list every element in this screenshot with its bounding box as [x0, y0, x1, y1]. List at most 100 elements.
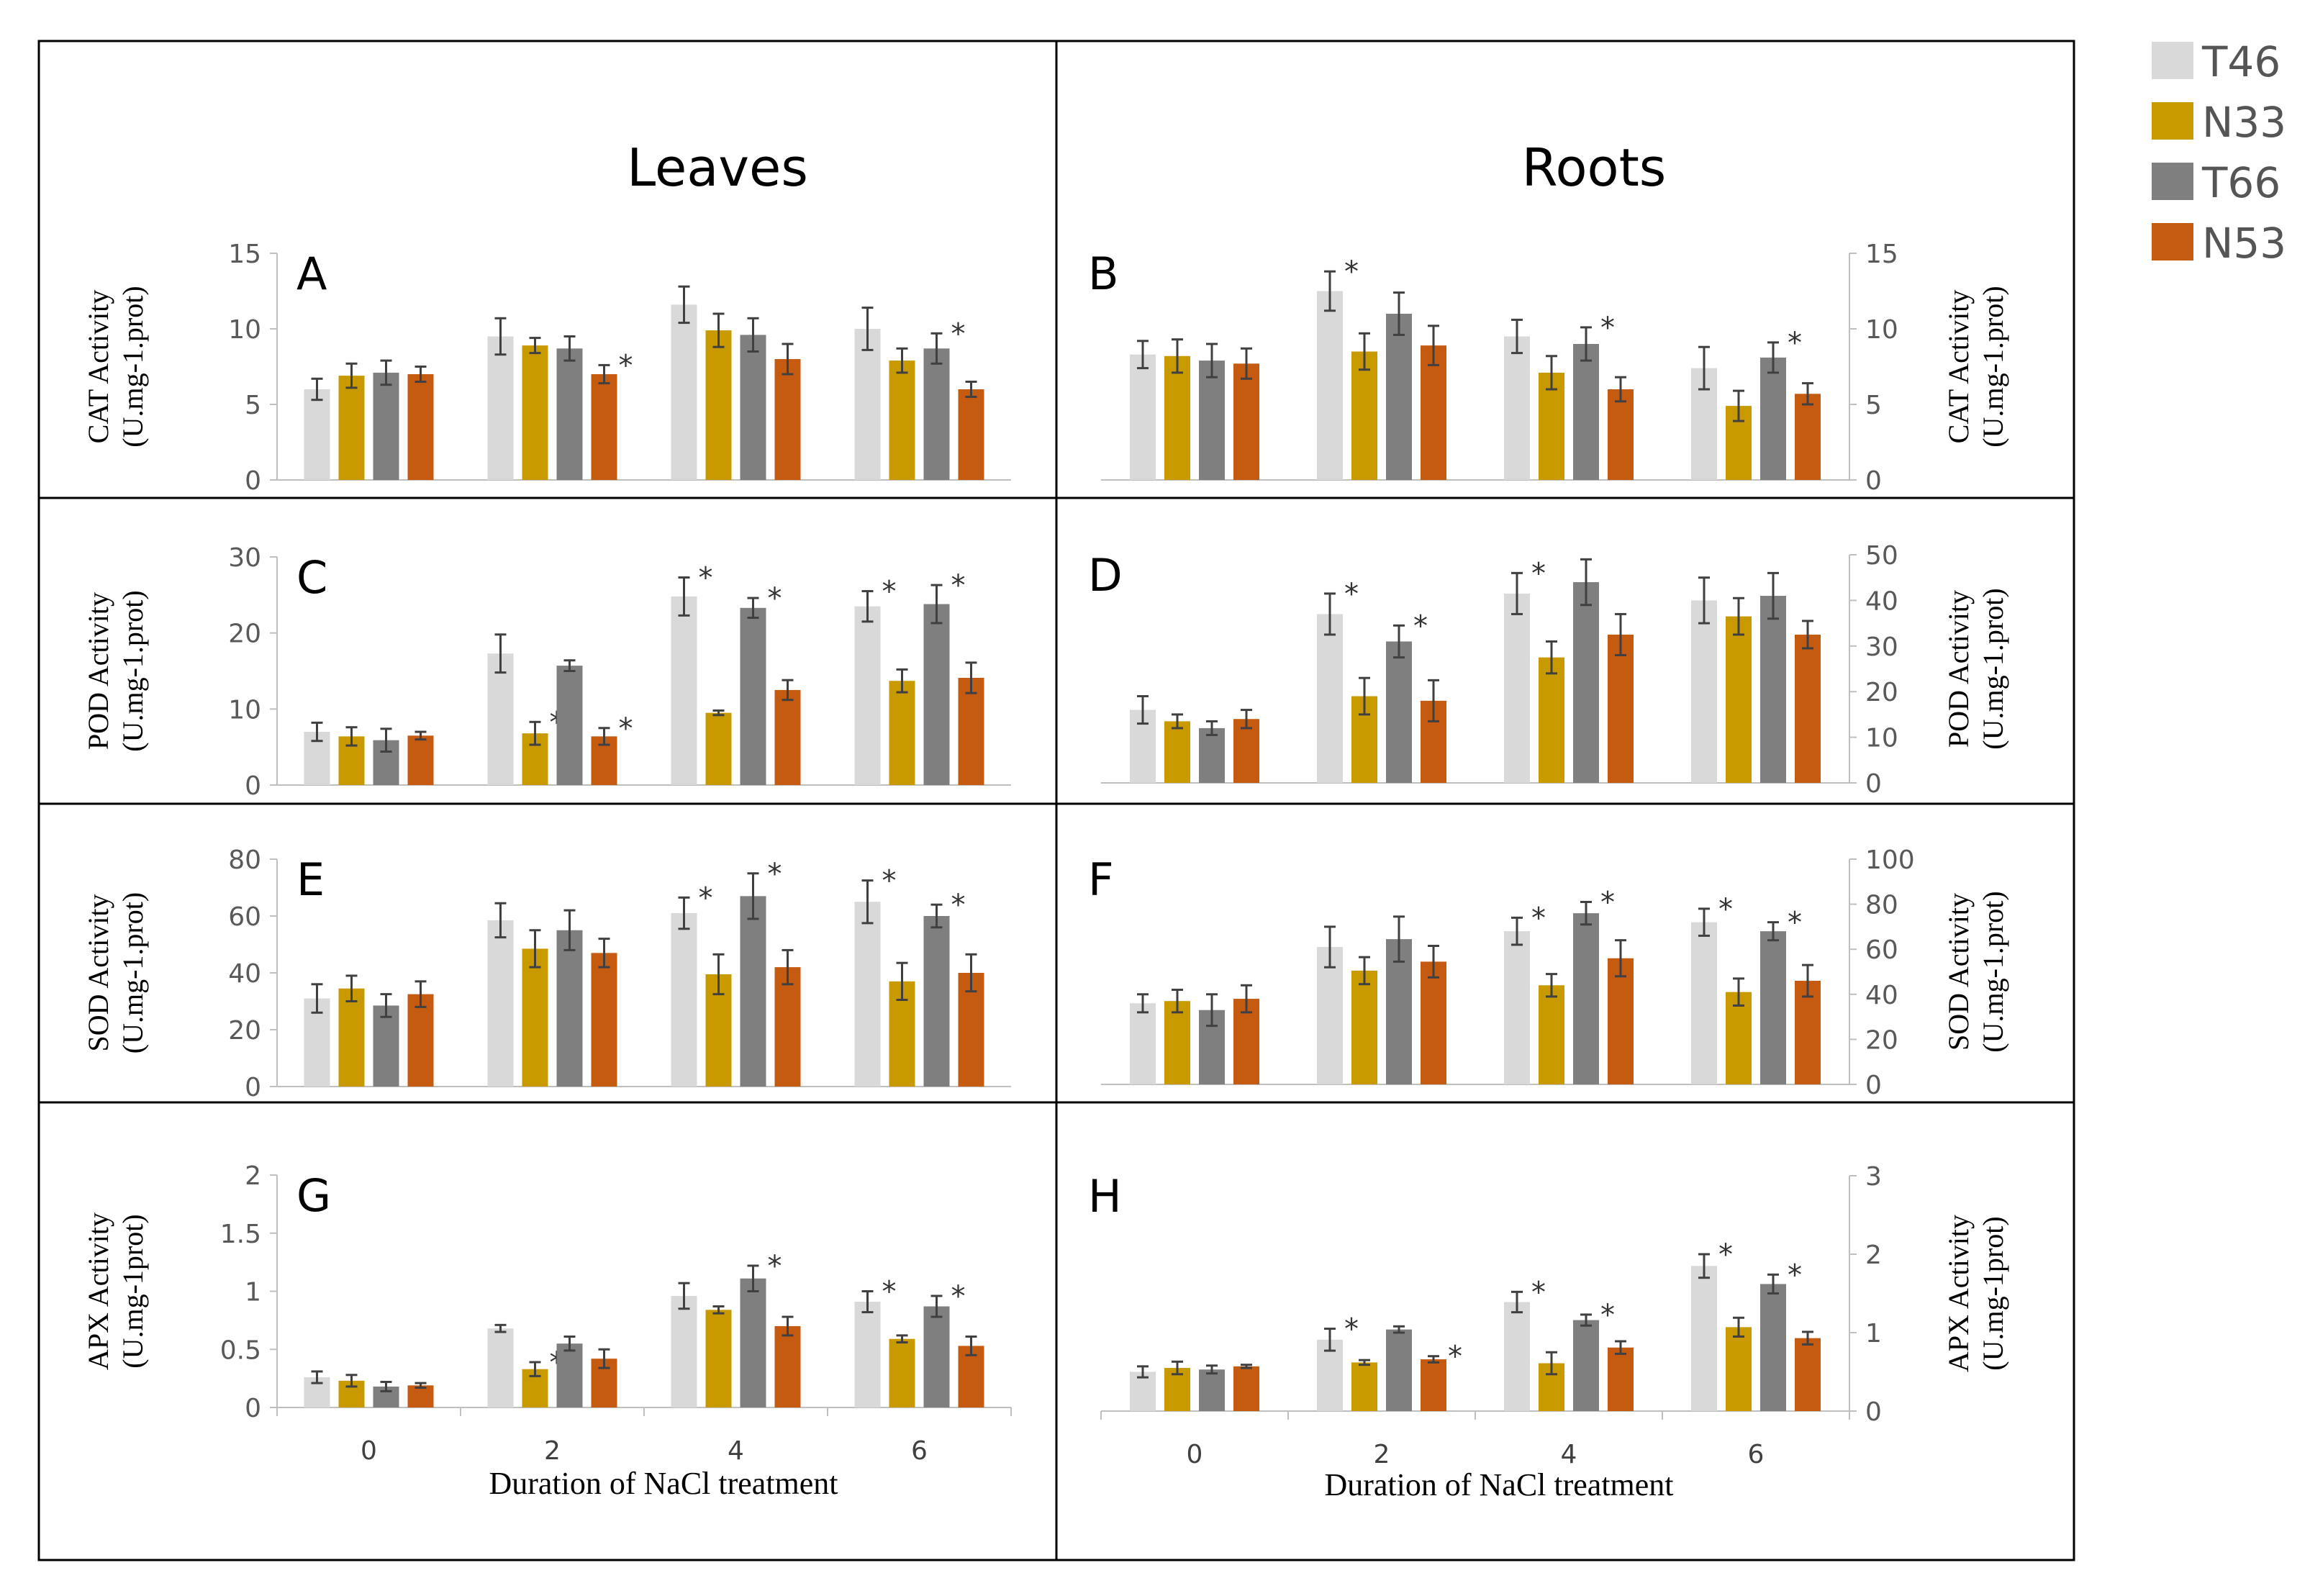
bar-t66: [1199, 727, 1225, 783]
panel-f: F 0 20 40 60 80 100 SOD Activity(U.mg-1.prot) * *…: [1088, 845, 2009, 1100]
bar-t46: [854, 329, 881, 480]
significance-star: *: [951, 1280, 966, 1313]
panel-letter: C: [296, 551, 327, 604]
y-tick-label: 40: [1865, 981, 1898, 1010]
bar-t66: [923, 916, 950, 1087]
bar-t66: [740, 335, 766, 480]
x-axis-label: Duration of NaCl treatment: [1324, 1467, 1673, 1502]
y-axis-label-line: POD Activity: [82, 592, 114, 750]
bar-t66: [1760, 596, 1786, 783]
significance-star: *: [1531, 557, 1546, 590]
bar-t66: [556, 348, 583, 480]
bar-n33: [1726, 1327, 1752, 1411]
bar-n33: [1351, 351, 1377, 480]
header-roots: Roots: [1522, 137, 1667, 198]
y-axis-label-line: (U.mg-1.prot): [1977, 286, 2009, 447]
legend-label-t66: T66: [2202, 158, 2281, 207]
y-axis-label: POD Activity(U.mg-1.prot): [82, 590, 149, 751]
bar-n33: [889, 1338, 915, 1407]
significance-star: *: [1788, 907, 1802, 940]
bar-t46: [671, 1295, 697, 1407]
bar-t66: [1199, 361, 1225, 480]
x-tick-label: 4: [728, 1436, 744, 1466]
y-axis-label-line: (U.mg-1.prot): [1977, 891, 2009, 1052]
bar-n53: [1795, 634, 1821, 783]
bar-n53: [774, 689, 801, 785]
bar-t66: [740, 896, 766, 1087]
significance-star: *: [951, 889, 966, 922]
x-tick-label: 6: [1748, 1440, 1765, 1469]
bar-n53: [1608, 389, 1634, 480]
panel-letter: B: [1088, 248, 1119, 300]
y-tick-label: 0: [245, 1073, 261, 1102]
y-tick-label: 30: [1865, 632, 1898, 662]
y-tick-label: 10: [1865, 315, 1898, 345]
bar-n33: [705, 712, 732, 785]
significance-star: *: [1788, 327, 1802, 360]
bar-t46: [487, 1328, 514, 1407]
y-axis-label-line: (U.mg-1prot): [1977, 1216, 2009, 1370]
significance-star: *: [1344, 255, 1359, 289]
y-axis-label-line: (U.mg-1.prot): [117, 892, 149, 1053]
bar-n53: [774, 359, 801, 480]
y-tick-label: 2: [245, 1161, 261, 1191]
significance-star: *: [699, 562, 713, 595]
bar-t46: [671, 304, 697, 480]
y-axis-label-line: SOD Activity: [1942, 893, 1975, 1051]
significance-star: *: [1600, 886, 1615, 919]
bar-n53: [407, 994, 434, 1087]
bar-t46: [487, 336, 514, 480]
y-tick-label: 0: [245, 771, 261, 801]
y-tick-label: 5: [245, 391, 261, 420]
significance-star: *: [1531, 1276, 1546, 1309]
y-tick-label: 80: [228, 845, 261, 875]
y-axis-label: APX Activity(U.mg-1prot): [1942, 1215, 2009, 1372]
y-tick-label: 0: [1865, 466, 1882, 496]
bar-t66: [740, 607, 766, 785]
significance-star: *: [1600, 312, 1615, 345]
bar-t46: [1317, 947, 1343, 1084]
significance-star: *: [951, 317, 966, 350]
y-axis-label-line: (U.mg-1.prot): [117, 590, 149, 751]
bar-t66: [1386, 314, 1412, 480]
bar-t46: [1504, 336, 1530, 480]
significance-star: *: [1600, 1299, 1615, 1332]
x-tick-label: 2: [544, 1436, 561, 1466]
bar-t46: [1504, 593, 1530, 783]
panel-letter: H: [1088, 1170, 1122, 1223]
significance-star: *: [951, 569, 966, 602]
bar-n53: [407, 374, 434, 480]
y-axis-label: POD Activity(U.mg-1.prot): [1942, 588, 2009, 749]
bar-n53: [774, 1325, 801, 1407]
bar-n53: [1421, 345, 1446, 480]
y-tick-label: 1: [245, 1278, 261, 1307]
panel-g: G 0 0.5 1 1.5 2 APX Activity(U.mg-1prot) 0 * 2 * 4 *…: [82, 1161, 1012, 1501]
panel-letter: E: [296, 853, 325, 906]
bar-n33: [522, 948, 548, 1087]
bar-n53: [1421, 961, 1446, 1084]
panel-a: A 0 5 10 15 CAT Activity(U.mg-1.prot) * *: [82, 240, 1011, 496]
bar-n33: [1351, 970, 1377, 1084]
bar-n33: [338, 988, 365, 1087]
bar-t66: [1760, 1284, 1786, 1411]
y-tick-label: 30: [228, 543, 261, 573]
significance-star: *: [1448, 1341, 1462, 1374]
bar-n33: [1539, 657, 1564, 783]
panel-h: H 0 1 2 3 APX Activity(U.mg-1prot) 0 * * 2 * * 4 * * 6 D…: [1088, 1162, 2009, 1502]
legend-label-n33: N33: [2202, 98, 2287, 147]
bar-n33: [1726, 992, 1752, 1084]
bar-n53: [1233, 719, 1259, 783]
y-axis-label: CAT Activity(U.mg-1.prot): [1942, 286, 2009, 447]
y-tick-label: 0.5: [220, 1336, 261, 1365]
y-axis-label: SOD Activity(U.mg-1.prot): [1942, 891, 2009, 1052]
significance-star: *: [1413, 609, 1428, 643]
y-tick-label: 20: [1865, 678, 1898, 707]
y-tick-label: 15: [228, 240, 261, 269]
bar-t66: [1199, 1369, 1225, 1411]
bar-t66: [373, 372, 399, 480]
significance-star: *: [882, 1276, 897, 1309]
panel-d: D 0 10 20 30 40 50 POD Activity(U.mg-1.prot) * * *: [1088, 541, 2009, 799]
y-tick-label: 0: [245, 466, 261, 496]
